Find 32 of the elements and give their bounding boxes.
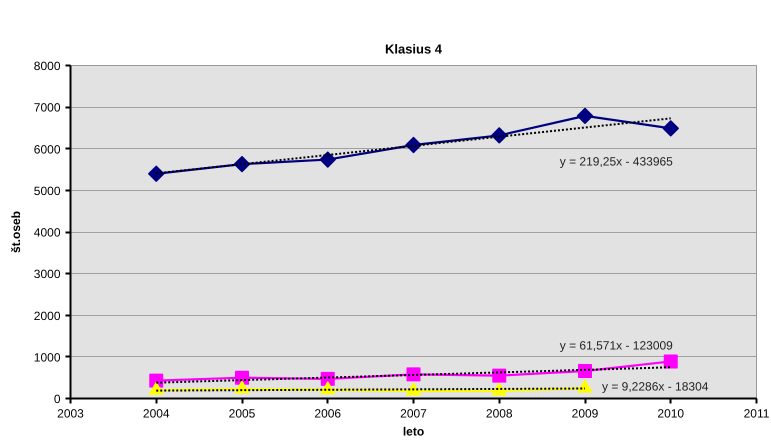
x-tick-label: 2005	[228, 406, 256, 420]
y-tick-label: 6000	[34, 142, 61, 156]
x-tick-label: 2007	[400, 406, 428, 420]
y-tick-label: 2000	[34, 308, 61, 323]
y-axis-title: št.oseb	[8, 210, 23, 254]
x-tick-label: 2010	[657, 406, 684, 420]
x-axis-title: leto	[402, 424, 424, 438]
x-tick-label: 2003	[57, 406, 84, 420]
point	[578, 364, 592, 378]
point	[576, 108, 594, 124]
y-tick-label: 8000	[34, 59, 61, 73]
y-tick-label: 4000	[34, 226, 61, 240]
y-tick-label: 1000	[34, 350, 61, 364]
y-tick-label: 0	[54, 392, 61, 406]
y-tick-label: 3000	[34, 267, 61, 282]
y-tick-label: 5000	[34, 184, 61, 198]
annotation: y = 61,571x - 123009	[560, 338, 674, 352]
chart-title: Klasius 4	[384, 42, 443, 56]
x-tick-label: 2011	[744, 406, 770, 420]
x-tick-label: 2009	[572, 406, 599, 420]
annotation: y = 219,25x - 433965	[560, 154, 674, 168]
point	[662, 120, 680, 137]
x-tick-label: 2008	[486, 406, 513, 420]
point	[319, 151, 336, 168]
annotation: y = 9,2286x - 18304	[602, 380, 709, 394]
point	[664, 354, 678, 368]
x-tick-label: 2006	[314, 406, 342, 420]
y-tick-label: 7000	[34, 100, 61, 115]
x-tick-label: 2004	[142, 406, 170, 420]
point	[406, 367, 420, 382]
point	[148, 165, 165, 182]
point	[492, 368, 506, 383]
